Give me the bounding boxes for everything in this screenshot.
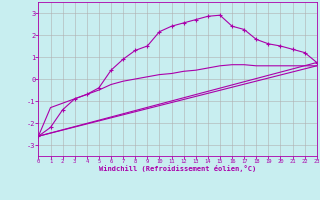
X-axis label: Windchill (Refroidissement éolien,°C): Windchill (Refroidissement éolien,°C)	[99, 165, 256, 172]
